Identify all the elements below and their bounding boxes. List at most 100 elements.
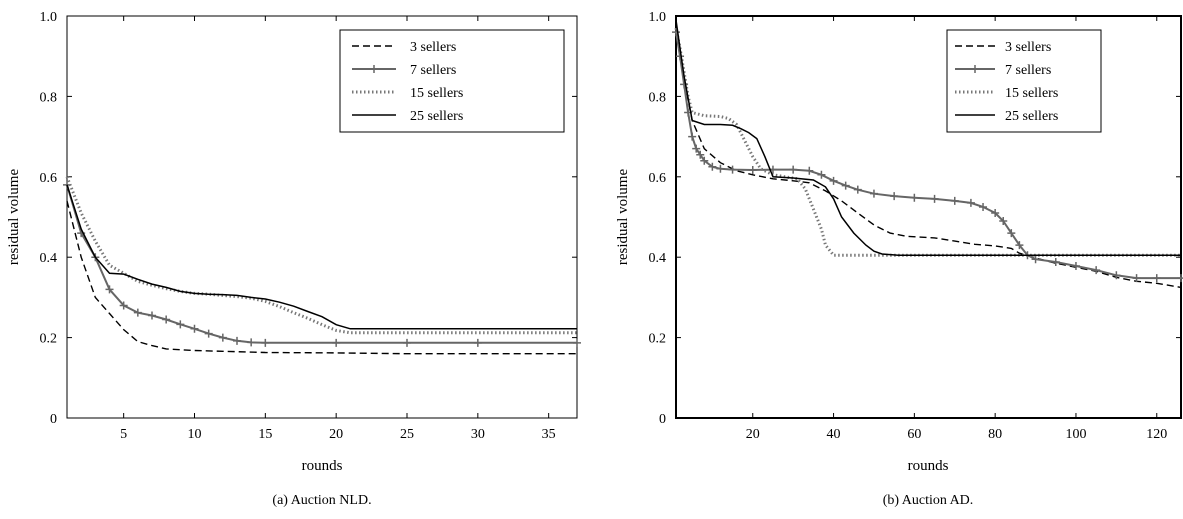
- data-point: [350, 328, 351, 329]
- data-point: [934, 237, 935, 238]
- data-point: [247, 338, 256, 347]
- series-line-25-sellers: [675, 19, 1181, 256]
- data-point: [406, 332, 407, 333]
- data-point: [1112, 271, 1121, 280]
- data-point: [688, 132, 697, 141]
- data-point: [1015, 241, 1024, 250]
- data-point: [190, 324, 199, 333]
- data-point: [991, 208, 1000, 217]
- data-point: [833, 255, 834, 256]
- series-group: [672, 19, 1183, 289]
- y-tick-label: 0.6: [40, 171, 58, 186]
- data-point: [873, 224, 874, 225]
- data-point: [813, 208, 814, 209]
- y-tick-label: 1.0: [649, 10, 667, 25]
- data-point: [321, 324, 322, 325]
- data-point: [772, 176, 773, 177]
- data-point: [821, 228, 822, 229]
- x-tick-label: 80: [988, 427, 1002, 442]
- data-point: [123, 329, 124, 330]
- legend: 3 sellers 7 sellers 15 sellers 25 sellers: [339, 29, 565, 133]
- data-point: [954, 255, 955, 256]
- data-point: [999, 217, 1008, 226]
- data-point: [293, 306, 294, 307]
- data-point: [683, 76, 684, 77]
- data-point: [265, 301, 266, 302]
- data-point: [728, 165, 737, 174]
- data-point: [222, 351, 223, 352]
- data-point: [66, 200, 67, 201]
- caption: (a) Auction NLD.: [272, 493, 371, 508]
- data-point: [679, 48, 680, 49]
- data-point: [166, 348, 167, 349]
- data-point: [906, 236, 907, 237]
- data-point: [857, 212, 858, 213]
- y-tick-label: 0.8: [40, 90, 58, 105]
- data-point: [869, 189, 878, 198]
- x-axis-label: rounds: [302, 458, 343, 474]
- data-point: [995, 245, 996, 246]
- data-point: [66, 176, 67, 177]
- x-tick-label: 120: [1146, 427, 1167, 442]
- data-point: [829, 176, 838, 185]
- data-point: [704, 148, 705, 149]
- series-line-3-sellers: [66, 200, 577, 355]
- data-point: [898, 255, 899, 256]
- legend-label: 3 sellers: [410, 40, 456, 55]
- legend-label: 7 sellers: [410, 63, 456, 78]
- data-point: [137, 341, 138, 342]
- data-point: [708, 162, 717, 171]
- data-point: [890, 232, 891, 233]
- data-point: [720, 124, 721, 125]
- data-point: [748, 165, 757, 174]
- series-line-7-sellers: [675, 31, 1181, 280]
- data-point: [204, 329, 213, 338]
- data-point: [704, 124, 705, 125]
- data-point: [813, 179, 814, 180]
- data-point: [793, 177, 794, 178]
- data-point: [853, 232, 854, 233]
- data-point: [716, 164, 725, 173]
- x-tick-label: 25: [400, 427, 414, 442]
- x-tick-label: 20: [329, 427, 343, 442]
- data-point: [307, 318, 308, 319]
- data-point: [789, 165, 798, 174]
- data-point: [576, 332, 577, 333]
- data-point: [265, 352, 266, 353]
- data-point: [1011, 248, 1012, 249]
- data-point: [81, 257, 82, 258]
- legend: 3 sellers 7 sellers 15 sellers 25 sellers: [946, 29, 1102, 133]
- data-point: [265, 298, 266, 299]
- data-point: [66, 184, 67, 185]
- data-point: [95, 257, 96, 258]
- legend-label: 25 sellers: [410, 109, 463, 124]
- panel-b: 20 40 60 80 100 120 0 0.2 0.4 0.6 0.8 1.0 rounds re…: [615, 10, 1183, 508]
- data-point: [279, 302, 280, 303]
- x-tick-label: 30: [471, 427, 485, 442]
- data-point: [890, 192, 899, 201]
- data-point: [1071, 262, 1080, 271]
- data-point: [95, 297, 96, 298]
- data-point: [218, 333, 227, 342]
- data-point: [692, 144, 701, 153]
- y-tick-label: 0: [50, 412, 57, 427]
- y-tick-label: 0.8: [649, 90, 667, 105]
- data-point: [576, 328, 577, 329]
- data-point: [109, 273, 110, 274]
- legend-marker: [971, 65, 979, 73]
- data-point: [1152, 274, 1161, 283]
- data-point: [105, 285, 114, 294]
- data-point: [1007, 229, 1016, 238]
- x-tick-label: 100: [1065, 427, 1086, 442]
- data-point: [137, 281, 138, 282]
- data-point: [1132, 274, 1141, 283]
- data-point: [744, 140, 745, 141]
- series-line-15-sellers: [674, 27, 1181, 257]
- data-point: [208, 294, 209, 295]
- data-point: [332, 338, 341, 347]
- data-point: [166, 287, 167, 288]
- x-tick-label: 35: [542, 427, 556, 442]
- data-point: [841, 181, 850, 190]
- data-point: [119, 301, 128, 310]
- caption: (b) Auction AD.: [883, 493, 974, 508]
